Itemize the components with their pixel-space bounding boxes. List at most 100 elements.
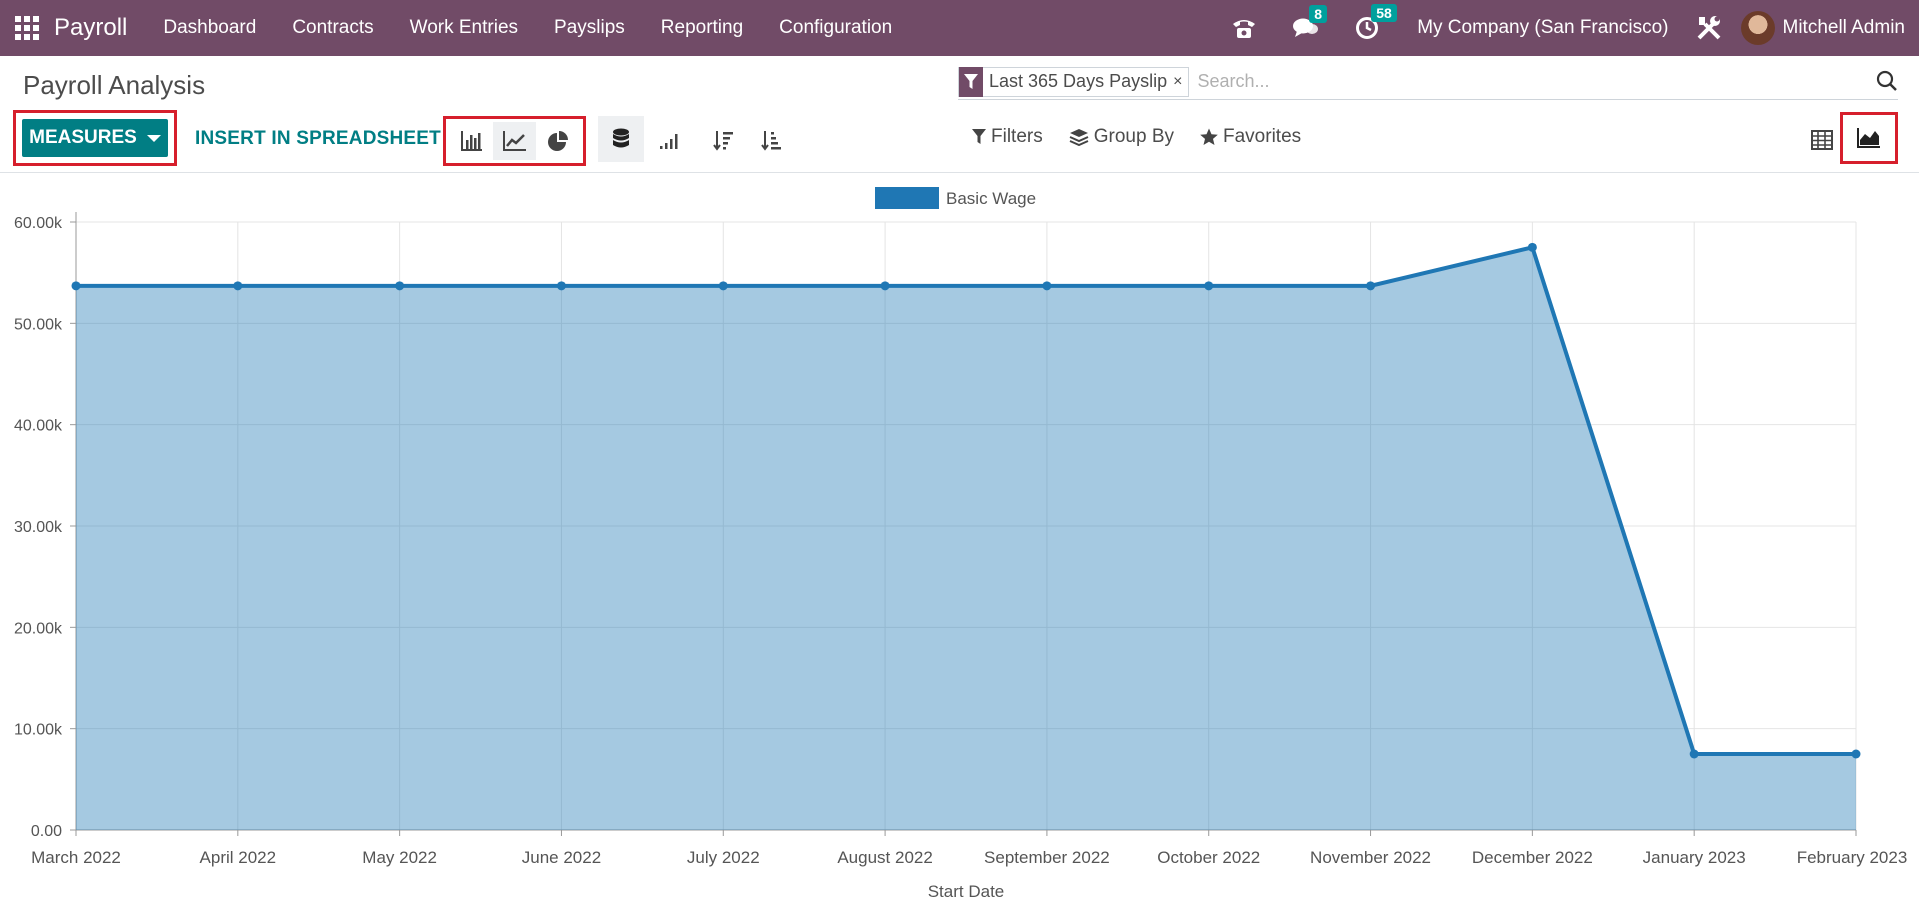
- measures-label: MEASURES: [29, 127, 137, 148]
- graph-view: 0.00 10.00k 20.00k 30.00k 40.00k 50.00k 60.00k…: [0, 173, 1919, 907]
- x-tick-label: November 2022: [1310, 848, 1431, 867]
- layers-icon: [1069, 129, 1089, 146]
- bar-chart-button[interactable]: [450, 122, 493, 160]
- data-point: [1689, 749, 1699, 759]
- search-bar: Last 365 Days Payslip ×: [958, 64, 1898, 100]
- data-point: [233, 281, 243, 291]
- data-point: [1042, 281, 1052, 291]
- data-point: [1851, 749, 1861, 759]
- messages-icon[interactable]: 8: [1293, 5, 1327, 39]
- filter-icon: [972, 129, 986, 144]
- legend-label: Basic Wage: [946, 189, 1036, 208]
- cumulative-button[interactable]: [650, 120, 690, 160]
- pie-chart-icon: [547, 131, 568, 151]
- messages-badge: 8: [1309, 5, 1327, 23]
- app-name[interactable]: Payroll: [54, 14, 128, 41]
- user-avatar[interactable]: [1740, 11, 1775, 45]
- data-point: [718, 281, 728, 291]
- y-tick-label: 30.00k: [14, 519, 63, 536]
- x-tick-label: January 2023: [1643, 848, 1746, 867]
- chart-type-group: [443, 116, 586, 166]
- stacked-button[interactable]: [598, 116, 644, 162]
- control-panel-divider: [0, 172, 1919, 173]
- page-title: Payroll Analysis: [23, 70, 206, 100]
- x-tick-label: February 2023: [1797, 848, 1908, 867]
- company-switcher[interactable]: My Company (San Francisco): [1417, 17, 1669, 38]
- y-tick-label: 0.00: [31, 823, 62, 840]
- activities-badge: 58: [1371, 4, 1397, 22]
- menu-contracts[interactable]: Contracts: [292, 17, 374, 38]
- x-tick-label: July 2022: [687, 848, 760, 867]
- x-tick-label: April 2022: [200, 848, 277, 867]
- favorites-dropdown[interactable]: Favorites: [1200, 126, 1301, 148]
- x-tick-label: May 2022: [362, 848, 437, 867]
- menu-reporting[interactable]: Reporting: [660, 17, 744, 38]
- debug-tools-icon[interactable]: [1695, 14, 1723, 42]
- pie-chart-button[interactable]: [536, 122, 579, 160]
- y-tick-label: 20.00k: [14, 620, 63, 637]
- legend-swatch: [875, 187, 939, 209]
- signal-bars-icon: [660, 134, 678, 149]
- search-input[interactable]: [1197, 71, 1798, 92]
- data-point: [1204, 281, 1214, 291]
- star-icon: [1200, 128, 1218, 145]
- sort-descending-icon: [713, 131, 733, 151]
- user-menu[interactable]: Mitchell Admin: [1782, 17, 1906, 38]
- data-point: [880, 281, 890, 291]
- data-point: [1527, 242, 1537, 252]
- search-panel-options: Filters Group By Favorites: [972, 126, 1327, 148]
- search-facet: Last 365 Days Payslip ×: [958, 66, 1190, 97]
- insert-spreadsheet-button[interactable]: INSERT IN SPREADSHEET: [195, 128, 441, 149]
- graph-view-button[interactable]: [1840, 112, 1898, 164]
- y-tick-label: 10.00k: [14, 722, 63, 739]
- x-tick-label: June 2022: [522, 848, 601, 867]
- facet-value: Last 365 Days Payslip: [989, 71, 1168, 91]
- y-tick-label: 40.00k: [14, 418, 63, 435]
- line-chart-icon: [502, 131, 526, 151]
- filters-label: Filters: [991, 126, 1043, 147]
- x-tick-label: October 2022: [1157, 848, 1260, 867]
- data-point: [395, 281, 405, 291]
- favorites-label: Favorites: [1223, 126, 1302, 147]
- line-chart-button[interactable]: [493, 122, 536, 160]
- x-tick-label: March 2022: [31, 848, 121, 867]
- top-navbar: Payroll Dashboard Contracts Work Entries…: [0, 0, 1919, 56]
- data-point: [556, 281, 566, 291]
- activities-icon[interactable]: 58: [1355, 4, 1397, 40]
- navbar-systray: 8 58 My Company (San Francisco) Mitchell…: [1213, 0, 1919, 56]
- menu-work-entries[interactable]: Work Entries: [409, 17, 519, 38]
- series-area: [76, 247, 1856, 830]
- menu-payslips[interactable]: Payslips: [554, 17, 625, 38]
- x-tick-label: September 2022: [984, 848, 1110, 867]
- filters-dropdown[interactable]: Filters: [972, 126, 1043, 148]
- y-tick-label: 60.00k: [14, 215, 63, 232]
- y-tick-label: 50.00k: [14, 316, 63, 333]
- x-tick-label: December 2022: [1472, 848, 1593, 867]
- search-icon[interactable]: [1876, 70, 1898, 97]
- facet-remove-icon[interactable]: ×: [1173, 72, 1183, 90]
- menu-configuration[interactable]: Configuration: [779, 17, 893, 38]
- sort-descending-button[interactable]: [704, 120, 744, 160]
- table-icon: [1811, 130, 1833, 150]
- apps-menu-icon[interactable]: [14, 15, 40, 41]
- bar-chart-icon: [460, 131, 482, 151]
- pivot-view-button[interactable]: [1806, 124, 1838, 156]
- measures-highlight: MEASURES: [13, 110, 177, 166]
- phone-icon[interactable]: [1231, 16, 1257, 40]
- data-point: [1366, 281, 1376, 291]
- area-chart: 0.00 10.00k 20.00k 30.00k 40.00k 50.00k 60.00k…: [14, 187, 1908, 901]
- sort-ascending-icon: [761, 131, 781, 151]
- group-by-label: Group By: [1093, 126, 1174, 147]
- area-chart-icon: [1857, 128, 1880, 148]
- measures-button[interactable]: MEASURES: [22, 119, 168, 157]
- group-by-dropdown[interactable]: Group By: [1069, 126, 1174, 148]
- menu-dashboard[interactable]: Dashboard: [163, 17, 257, 38]
- series-line: [76, 244, 1856, 756]
- sort-ascending-button[interactable]: [752, 120, 792, 160]
- x-axis-label: Start Date: [928, 882, 1005, 901]
- x-tick-label: August 2022: [837, 848, 932, 867]
- filter-facet-icon: [959, 66, 983, 97]
- caret-down-icon: [146, 134, 161, 142]
- database-icon: [613, 128, 629, 148]
- data-point: [71, 281, 81, 291]
